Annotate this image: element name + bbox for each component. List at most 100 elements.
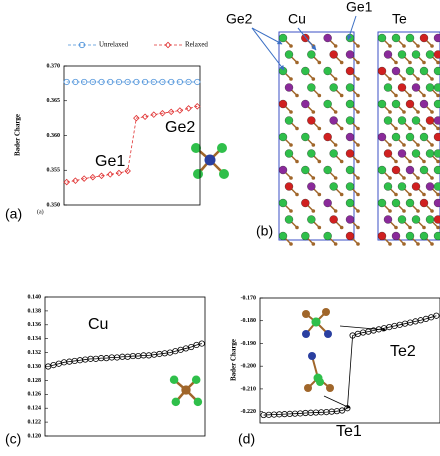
series-line xyxy=(264,316,437,415)
arrow xyxy=(324,396,350,408)
y-tick-label: 0.360 xyxy=(47,133,61,139)
panel-label: (d) xyxy=(238,431,255,447)
atom xyxy=(416,176,420,180)
data-marker xyxy=(186,106,191,111)
atom xyxy=(420,100,428,108)
panel-label: (a) xyxy=(5,206,22,222)
atom xyxy=(436,193,440,197)
atom xyxy=(334,209,338,213)
atom xyxy=(406,100,414,108)
atom xyxy=(330,117,338,125)
atom xyxy=(430,209,434,213)
atom xyxy=(356,193,360,197)
atom xyxy=(295,226,299,230)
atom xyxy=(307,150,315,158)
atom xyxy=(394,193,398,197)
atom xyxy=(434,117,440,125)
y-tick-label: 0.355 xyxy=(47,168,61,174)
atom xyxy=(416,209,420,213)
atom xyxy=(416,143,420,147)
atom xyxy=(406,199,414,207)
panel-label: (c) xyxy=(5,431,21,447)
atom xyxy=(295,193,299,197)
atom xyxy=(301,166,309,174)
y-tick-label: 0.370 xyxy=(47,63,61,69)
atom xyxy=(426,150,434,158)
atom xyxy=(312,176,316,180)
atom xyxy=(318,160,322,164)
legend-label: Relaxed xyxy=(185,41,208,49)
atom xyxy=(434,84,440,92)
atom xyxy=(302,310,310,318)
atom xyxy=(420,34,428,42)
atom xyxy=(434,183,440,191)
atom xyxy=(356,94,360,98)
atom xyxy=(181,385,190,394)
atom xyxy=(412,183,420,191)
atom xyxy=(324,232,332,240)
atom xyxy=(346,232,354,240)
y-tick-label: 0.128 xyxy=(28,378,42,384)
atom xyxy=(285,183,293,191)
atom xyxy=(324,34,332,42)
atom xyxy=(285,117,293,125)
atom xyxy=(388,176,392,180)
atom xyxy=(402,77,406,81)
atom xyxy=(392,166,400,174)
atom xyxy=(422,127,426,131)
atom xyxy=(334,143,338,147)
atom xyxy=(384,84,392,92)
plot-frame xyxy=(260,298,440,423)
atom xyxy=(408,94,412,98)
atom xyxy=(416,242,420,246)
atom-label: Ge1 xyxy=(346,0,373,15)
atom xyxy=(170,376,179,385)
atom xyxy=(378,133,386,141)
annotation: Cu xyxy=(88,316,108,333)
atom xyxy=(304,384,312,392)
y-tick-label: -0.170 xyxy=(241,295,257,301)
atom xyxy=(408,193,412,197)
panel-label: (b) xyxy=(256,223,273,239)
atom xyxy=(384,51,392,59)
atom xyxy=(346,216,354,224)
atom xyxy=(312,209,316,213)
atom xyxy=(318,94,322,98)
y-tick-label: 0.136 xyxy=(28,322,42,328)
atom xyxy=(402,242,406,246)
atom xyxy=(398,216,406,224)
atom xyxy=(205,155,216,166)
atom xyxy=(346,51,354,59)
atom xyxy=(434,100,440,108)
atom xyxy=(420,67,428,75)
atom xyxy=(217,143,227,153)
atom xyxy=(312,242,316,246)
atom xyxy=(430,242,434,246)
atom xyxy=(324,330,332,338)
atom xyxy=(279,199,287,207)
atom xyxy=(340,226,344,230)
atom xyxy=(318,127,322,131)
atom xyxy=(285,84,293,92)
atom xyxy=(346,67,354,75)
atom xyxy=(346,84,354,92)
atom xyxy=(330,150,338,158)
atom xyxy=(406,166,414,174)
atom xyxy=(279,100,287,108)
y-tick-label: -0.190 xyxy=(241,341,257,347)
atom xyxy=(302,330,310,338)
atom xyxy=(279,34,287,42)
atom xyxy=(434,166,440,174)
atom xyxy=(295,160,299,164)
y-tick-label: -0.180 xyxy=(241,318,257,324)
atom xyxy=(412,51,420,59)
atom xyxy=(356,160,360,164)
atom xyxy=(388,242,392,246)
atom xyxy=(392,199,400,207)
atom xyxy=(378,199,386,207)
atom xyxy=(412,216,420,224)
atom xyxy=(420,199,428,207)
atom xyxy=(384,150,392,158)
atom xyxy=(346,133,354,141)
annotation: Ge1 xyxy=(95,153,125,170)
